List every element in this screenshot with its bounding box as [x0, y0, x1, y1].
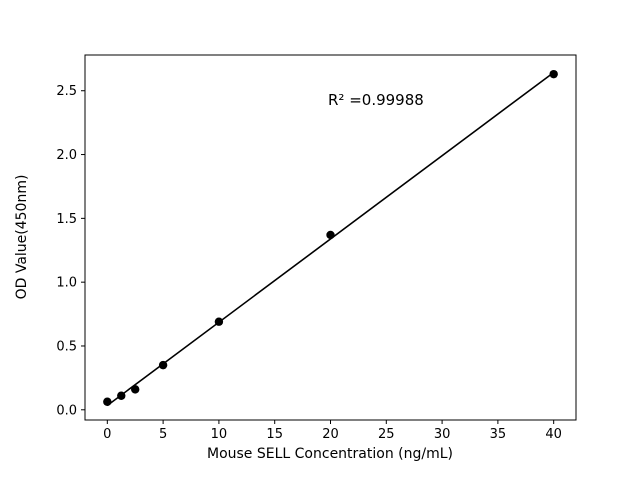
- x-tick-label: 25: [378, 427, 395, 442]
- y-tick-label: 2.5: [56, 84, 77, 99]
- y-tick-label: 1.5: [56, 212, 77, 227]
- y-tick-label: 0.5: [56, 339, 77, 354]
- data-point: [549, 69, 558, 79]
- x-tick-label: 10: [211, 427, 228, 442]
- data-point: [103, 397, 112, 406]
- data-point: [117, 391, 126, 400]
- data-point: [158, 360, 168, 370]
- x-axis-label: Mouse SELL Concentration (ng/mL): [207, 446, 453, 462]
- x-tick-label: 20: [322, 427, 339, 442]
- x-tick-label: 5: [159, 427, 167, 442]
- plot-area: 0 5 10 15 20 25 30 35 40 0.0 0.5 1.0 1.5 2.0 2.5: [56, 54, 577, 442]
- y-tick-label: 1.0: [56, 276, 77, 291]
- y-tick-label: 0.0: [56, 403, 77, 418]
- y-axis-label: OD Value(450nm): [14, 175, 30, 300]
- data-point: [214, 317, 224, 326]
- x-tick-label: 15: [266, 427, 283, 442]
- r-squared-annotation: R² =0.99988: [328, 91, 424, 109]
- x-tick-label: 0: [103, 427, 111, 442]
- data-point: [326, 230, 335, 240]
- x-tick-label: 30: [434, 427, 451, 442]
- data-point: [131, 385, 140, 394]
- x-tick-label: 35: [490, 427, 507, 442]
- x-tick-label: 40: [545, 427, 562, 442]
- y-tick-label: 2.0: [56, 148, 77, 163]
